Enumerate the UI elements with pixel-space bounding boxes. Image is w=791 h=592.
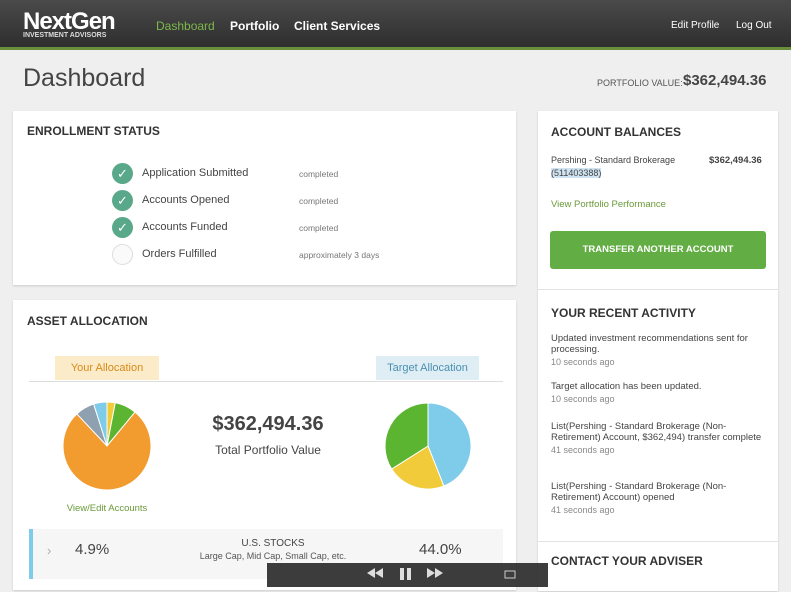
nav-link[interactable]: Edit Profile — [671, 20, 720, 31]
tab[interactable]: Your Allocation — [55, 356, 159, 380]
value-label: PORTFOLIO VALUE: — [597, 78, 683, 88]
activity-text: Target allocation has been updated. — [551, 381, 702, 392]
check-icon: ✓ — [112, 217, 133, 238]
side-panel: ACCOUNT BALANCES Pershing - Standard Bro… — [538, 111, 778, 591]
row-desc: Large Cap, Mid Cap, Small Cap, etc. — [199, 551, 347, 561]
nav-link[interactable]: Client Services — [294, 19, 381, 33]
account-number: (511403388) — [551, 168, 602, 178]
panel-title: ENROLLMENT STATUS — [27, 124, 160, 138]
activity-time: 41 seconds ago — [551, 445, 615, 455]
pie-slice — [384, 402, 429, 470]
check-icon: ✓ — [112, 163, 133, 184]
pie-slice — [391, 445, 445, 490]
step-label: Accounts Opened — [142, 194, 230, 206]
pie-slice — [427, 402, 472, 487]
activity-text: List(Pershing - Standard Brokerage (Non-… — [551, 421, 762, 443]
total: $362,494.36 — [212, 413, 324, 435]
logo-sub: INVESTMENT ADVISORS — [23, 32, 107, 39]
step-label: Accounts Funded — [142, 221, 228, 233]
activity-time: 10 seconds ago — [551, 357, 615, 367]
activity-time: 10 seconds ago — [551, 394, 615, 404]
account-name: Pershing - Standard Brokerage — [551, 155, 676, 165]
row-your: 4.9% — [75, 541, 110, 558]
chevron: › — [47, 543, 52, 558]
step-status: approximately 3 days — [299, 250, 380, 260]
pie-slice — [62, 411, 152, 491]
video-controls — [267, 563, 548, 587]
panel-title: ASSET ALLOCATION — [27, 314, 148, 328]
divider — [538, 289, 778, 290]
panel-title: CONTACT YOUR ADVISER — [551, 554, 703, 568]
divider — [538, 541, 778, 542]
step-status: completed — [299, 169, 339, 179]
nav-link[interactable]: Dashboard — [156, 19, 215, 33]
logo[interactable]: NextGen — [23, 8, 116, 35]
value: $362,494.36 — [683, 72, 767, 89]
step-status: completed — [299, 196, 339, 206]
row-name: U.S. STOCKS — [241, 538, 305, 549]
check-icon: ✓ — [112, 190, 133, 211]
step-status: completed — [299, 223, 339, 233]
header: NextGen INVESTMENT ADVISORS Edit Profile… — [0, 0, 791, 50]
tab[interactable]: Target Allocation — [376, 356, 479, 380]
pie-slice — [93, 401, 108, 447]
activity-text: List(Pershing - Standard Brokerage (Non-… — [551, 481, 727, 503]
link[interactable]: View Portfolio Performance — [551, 199, 666, 210]
pies — [62, 401, 472, 491]
panel-title: ACCOUNT BALANCES — [551, 125, 681, 139]
page-title: Dashboard — [23, 64, 146, 92]
enrollment-panel: ENROLLMENT STATUS ✓ Application Submitted… — [13, 111, 516, 285]
step-label: Application Submitted — [142, 167, 249, 179]
link[interactable]: View/Edit Accounts — [66, 503, 148, 514]
activity-text: Updated investment recommendations sent … — [551, 333, 748, 355]
divider — [29, 381, 503, 382]
pending-icon — [112, 244, 133, 265]
amount: $362,494.36 — [709, 155, 762, 166]
allocation-panel: ASSET ALLOCATION Your Allocation Target … — [13, 300, 516, 590]
nav-link[interactable]: Log Out — [736, 20, 772, 31]
video-icons — [367, 568, 516, 580]
nav-link[interactable]: Portfolio — [230, 19, 280, 33]
panel-title: YOUR RECENT ACTIVITY — [551, 306, 696, 320]
total-label: Total Portfolio Value — [215, 443, 321, 457]
button[interactable]: TRANSFER ANOTHER ACCOUNT — [550, 231, 766, 269]
row-target: 44.0% — [419, 541, 462, 558]
activity-time: 41 seconds ago — [551, 505, 615, 515]
step-label: Orders Fulfilled — [142, 248, 217, 260]
